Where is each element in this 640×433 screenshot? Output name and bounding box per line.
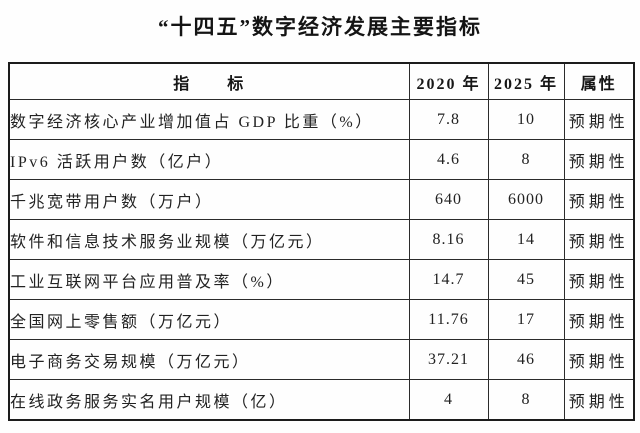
header-2020: 2020 年 xyxy=(408,62,489,100)
table-row: 工业互联网平台应用普及率（%） 14.7 45 预期性 xyxy=(8,259,635,300)
cell-indicator: 全国网上零售额（万亿元） xyxy=(8,299,410,340)
table-row: 软件和信息技术服务业规模（万亿元） 8.16 14 预期性 xyxy=(8,219,635,260)
cell-2025: 14 xyxy=(487,219,565,260)
table-body: 数字经济核心产业增加值占 GDP 比重（%） 7.8 10 预期性 IPv6 活… xyxy=(8,99,635,421)
cell-2025: 6000 xyxy=(487,179,565,220)
cell-indicator: 千兆宽带用户数（万户） xyxy=(8,179,410,220)
cell-2025: 46 xyxy=(487,339,565,380)
cell-2025: 17 xyxy=(487,299,565,340)
cell-attribute: 预期性 xyxy=(563,139,635,180)
cell-2020: 37.21 xyxy=(408,339,489,380)
table-row: 电子商务交易规模（万亿元） 37.21 46 预期性 xyxy=(8,339,635,380)
cell-indicator: 工业互联网平台应用普及率（%） xyxy=(8,259,410,300)
table-row: 数字经济核心产业增加值占 GDP 比重（%） 7.8 10 预期性 xyxy=(8,99,635,140)
cell-attribute: 预期性 xyxy=(563,299,635,340)
cell-attribute: 预期性 xyxy=(563,219,635,260)
cell-2020: 11.76 xyxy=(408,299,489,340)
table-row: 在线政务服务实名用户规模（亿） 4 8 预期性 xyxy=(8,379,635,421)
header-row: 指 标 2020 年 2025 年 属性 xyxy=(8,62,635,100)
cell-indicator: 电子商务交易规模（万亿元） xyxy=(8,339,410,380)
cell-attribute: 预期性 xyxy=(563,379,635,421)
cell-indicator: 在线政务服务实名用户规模（亿） xyxy=(8,379,410,421)
header-2025: 2025 年 xyxy=(487,62,565,100)
table-row: 全国网上零售额（万亿元） 11.76 17 预期性 xyxy=(8,299,635,340)
cell-2020: 4 xyxy=(408,379,489,421)
cell-2025: 8 xyxy=(487,139,565,180)
cell-attribute: 预期性 xyxy=(563,259,635,300)
cell-2020: 14.7 xyxy=(408,259,489,300)
cell-indicator: IPv6 活跃用户数（亿户） xyxy=(8,139,410,180)
page-title: “十四五”数字经济发展主要指标 xyxy=(158,15,482,39)
cell-2020: 640 xyxy=(408,179,489,220)
cell-2025: 10 xyxy=(487,99,565,140)
cell-2020: 4.6 xyxy=(408,139,489,180)
cell-2025: 45 xyxy=(487,259,565,300)
cell-attribute: 预期性 xyxy=(563,99,635,140)
header-indicator: 指 标 xyxy=(8,62,410,100)
cell-2020: 8.16 xyxy=(408,219,489,260)
cell-attribute: 预期性 xyxy=(563,339,635,380)
cell-2025: 8 xyxy=(487,379,565,421)
table-row: IPv6 活跃用户数（亿户） 4.6 8 预期性 xyxy=(8,139,635,180)
cell-2020: 7.8 xyxy=(408,99,489,140)
indicators-table: 指 标 2020 年 2025 年 属性 数字经济核心产业增加值占 GDP 比重… xyxy=(8,62,635,421)
table-header: 指 标 2020 年 2025 年 属性 xyxy=(8,62,635,100)
table-row: 千兆宽带用户数（万户） 640 6000 预期性 xyxy=(8,179,635,220)
cell-attribute: 预期性 xyxy=(563,179,635,220)
header-attribute: 属性 xyxy=(563,62,635,100)
cell-indicator: 数字经济核心产业增加值占 GDP 比重（%） xyxy=(8,99,410,140)
cell-indicator: 软件和信息技术服务业规模（万亿元） xyxy=(8,219,410,260)
